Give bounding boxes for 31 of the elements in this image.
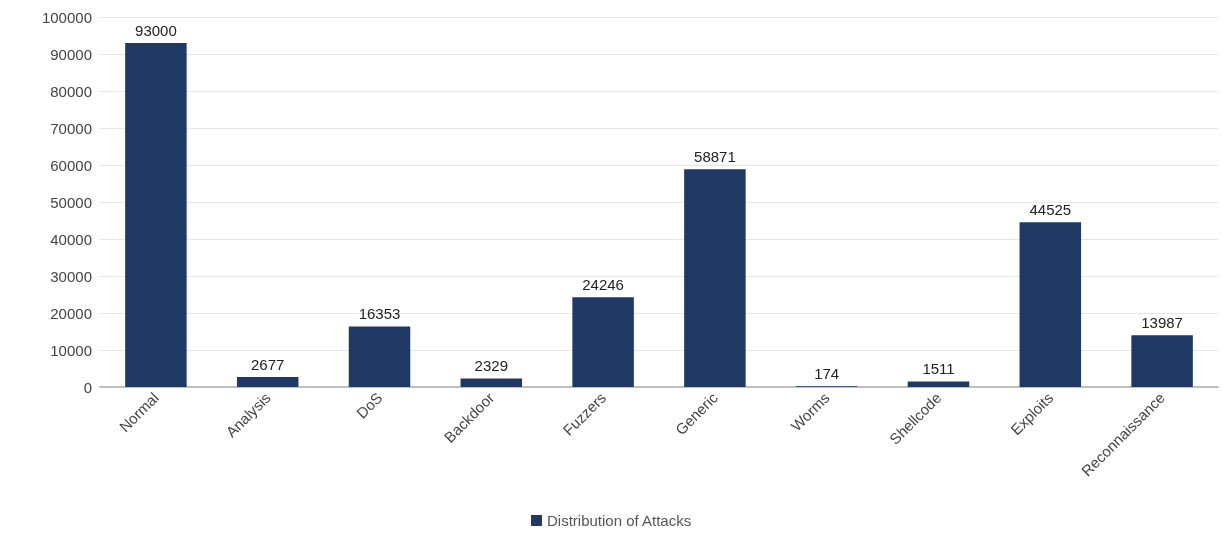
bar — [907, 381, 970, 387]
y-tick-label: 50000 — [50, 193, 92, 211]
data-label: 13987 — [1141, 314, 1183, 332]
y-tick-label: 90000 — [50, 45, 92, 63]
data-label: 1511 — [922, 360, 955, 378]
data-label: 174 — [814, 365, 840, 383]
legend-label: Distribution of Attacks — [546, 512, 692, 529]
bar — [1019, 222, 1082, 387]
data-label: 16353 — [358, 305, 401, 323]
bar — [1131, 335, 1193, 387]
y-tick-label: 40000 — [50, 230, 92, 248]
data-label: 58871 — [694, 148, 736, 166]
bar — [125, 42, 187, 387]
y-tick-label: 60000 — [50, 156, 92, 174]
y-tick-label: 30000 — [50, 267, 92, 285]
data-label: 93000 — [135, 21, 177, 39]
bar — [348, 326, 411, 387]
data-label: 24246 — [582, 276, 624, 294]
y-tick-label: 10000 — [50, 341, 92, 359]
y-tick-label: 0 — [83, 378, 92, 396]
bar — [684, 169, 746, 387]
y-tick-label: 20000 — [50, 304, 92, 322]
data-label: 2329 — [474, 357, 508, 375]
y-tick-label: 100000 — [41, 8, 92, 26]
bar — [460, 378, 523, 387]
bar — [236, 377, 299, 387]
data-label: 44525 — [1029, 201, 1072, 219]
y-tick-label: 80000 — [50, 82, 92, 100]
bar — [572, 297, 634, 387]
y-tick-label: 70000 — [50, 119, 92, 137]
data-label: 2677 — [251, 356, 285, 374]
